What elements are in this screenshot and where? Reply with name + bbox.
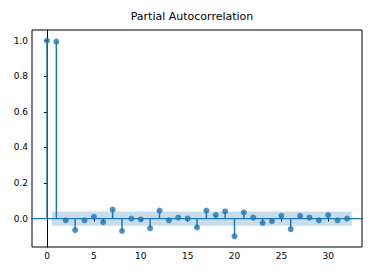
svg-text:30: 30 [323, 251, 335, 261]
svg-text:0.4: 0.4 [14, 142, 29, 152]
svg-text:0.0: 0.0 [14, 214, 29, 224]
svg-text:10: 10 [135, 251, 147, 261]
svg-text:0.8: 0.8 [14, 71, 29, 81]
svg-text:25: 25 [276, 251, 287, 261]
svg-text:0.2: 0.2 [14, 178, 28, 188]
svg-text:5: 5 [91, 251, 97, 261]
svg-text:Partial Autocorrelation: Partial Autocorrelation [131, 10, 254, 23]
svg-text:20: 20 [229, 251, 241, 261]
svg-text:1.0: 1.0 [14, 36, 29, 46]
svg-text:15: 15 [182, 251, 193, 261]
svg-text:0.6: 0.6 [14, 107, 29, 117]
svg-text:0: 0 [44, 251, 50, 261]
